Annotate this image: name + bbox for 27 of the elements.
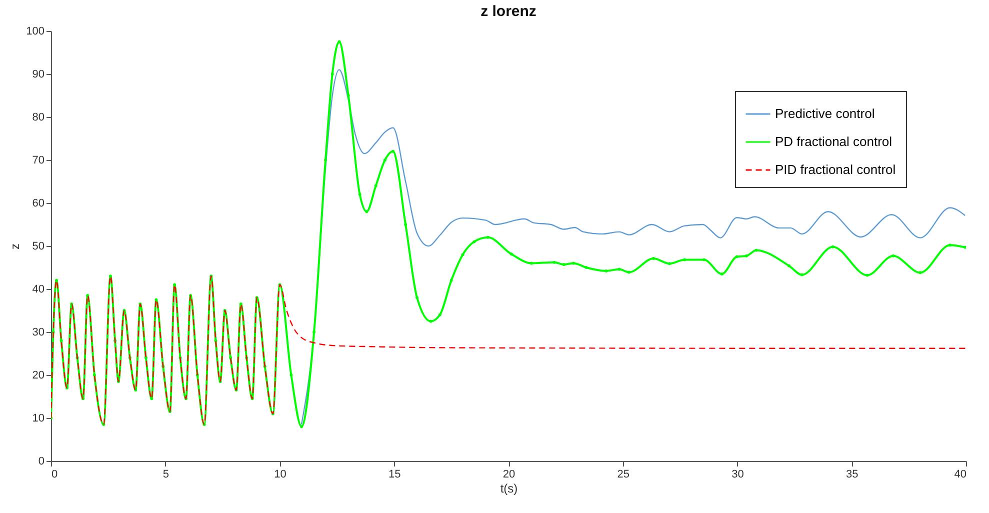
y-axis-title: z [8,244,22,250]
y-tick-label: 100 [26,26,44,38]
x-tick-label: 20 [502,468,516,480]
y-tick-label: 0 [38,456,44,468]
x-tick-label: 5 [162,468,169,480]
x-tick-label: 30 [732,468,744,480]
y-tick-label: 20 [32,370,44,382]
legend-label: PID fractional control [775,162,896,177]
x-axis-title: t(s) [500,482,518,496]
x-tick-label: 40 [954,468,966,480]
y-tick-label: 80 [32,112,44,124]
y-tick-label: 70 [32,154,44,166]
y-tick-label: 60 [32,198,44,210]
x-tick-label: 0 [52,468,58,480]
y-tick-label: 40 [32,284,44,296]
legend-label: Predictive control [775,106,875,121]
y-tick-label: 30 [32,326,44,338]
x-tick-label: 25 [617,468,630,480]
x-tick-label: 15 [388,468,401,480]
y-tick-label: 50 [32,240,44,252]
y-tick-label: 10 [32,412,44,424]
legend-label: PD fractional control [775,134,892,149]
x-tick-label: 10 [274,468,286,480]
chart-title: z lorenz [480,3,536,20]
y-tick-label: 90 [32,68,44,80]
line-series [51,276,966,426]
x-tick-label: 35 [846,468,858,480]
